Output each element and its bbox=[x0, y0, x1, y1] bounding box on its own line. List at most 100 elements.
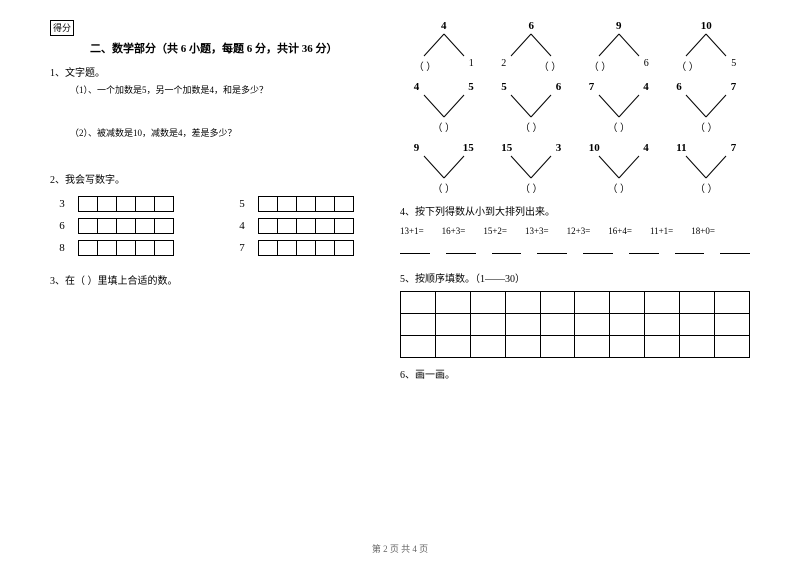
merge-right: 6 bbox=[556, 81, 562, 93]
split-tree: 6 2 （ ） bbox=[491, 20, 571, 73]
grid-cell bbox=[610, 292, 645, 314]
tree-top: 4 bbox=[404, 20, 484, 32]
write-cell bbox=[116, 196, 136, 212]
tree-right: 5 bbox=[731, 58, 736, 73]
write-cell bbox=[135, 240, 155, 256]
write-cell bbox=[116, 218, 136, 234]
write-cell bbox=[315, 196, 335, 212]
write-cell bbox=[97, 218, 117, 234]
tree-left: 2 bbox=[501, 58, 506, 73]
merge-right: 5 bbox=[468, 81, 474, 93]
equation: 16+3= bbox=[442, 224, 466, 238]
write-cell bbox=[154, 196, 174, 212]
equation: 18+0= bbox=[691, 224, 715, 238]
grid-cell bbox=[610, 314, 645, 336]
grid-cell bbox=[505, 314, 540, 336]
write-cell bbox=[315, 218, 335, 234]
merge-left: 7 bbox=[589, 81, 595, 93]
split-tree: 4 （ ） 1 bbox=[404, 20, 484, 73]
q6-title: 6、画一画。 bbox=[400, 366, 750, 381]
grid-cell bbox=[645, 336, 680, 358]
row-lead: 4 bbox=[230, 220, 254, 232]
merge-left: 10 bbox=[589, 142, 600, 154]
merge-left: 6 bbox=[676, 81, 682, 93]
merge-bottom: （ ） bbox=[491, 180, 571, 195]
grid-cell bbox=[540, 336, 575, 358]
write-cell bbox=[135, 196, 155, 212]
tree-right: 1 bbox=[469, 58, 474, 73]
tree-branches-icon bbox=[589, 32, 649, 58]
merge-bottom: （ ） bbox=[404, 180, 484, 195]
write-cell bbox=[334, 240, 354, 256]
grid-cell bbox=[505, 336, 540, 358]
q5-title: 5、按顺序填数。（1——30） bbox=[400, 270, 750, 285]
grid-cell bbox=[470, 336, 505, 358]
grid-cell bbox=[470, 314, 505, 336]
grid-cell bbox=[435, 314, 470, 336]
merge-right: 4 bbox=[643, 81, 649, 93]
split-trees-row: 4 （ ） 1 6 2 （ ） 9 （ ） 6 10 bbox=[400, 20, 750, 73]
write-cell bbox=[277, 218, 297, 234]
merge-tree: 11 7 （ ） bbox=[666, 142, 746, 195]
grid-cell bbox=[645, 314, 680, 336]
section-title: 二、数学部分（共 6 小题，每题 6 分，共计 36 分） bbox=[90, 40, 370, 56]
tree-left: （ ） bbox=[589, 58, 612, 73]
write-cell bbox=[296, 240, 316, 256]
merge-bottom: （ ） bbox=[666, 119, 746, 134]
write-cell bbox=[334, 196, 354, 212]
merge-branches-icon bbox=[414, 93, 474, 119]
tree-top: 10 bbox=[666, 20, 746, 32]
tree-branches-icon bbox=[676, 32, 736, 58]
equation: 12+3= bbox=[567, 224, 591, 238]
write-cell bbox=[258, 240, 278, 256]
grid-cell bbox=[401, 336, 436, 358]
row-lead: 7 bbox=[230, 242, 254, 254]
grid-cell bbox=[715, 336, 750, 358]
merge-bottom: （ ） bbox=[404, 119, 484, 134]
merge-branches-icon bbox=[589, 93, 649, 119]
merge-bottom: （ ） bbox=[666, 180, 746, 195]
q1-title: 1、文字题。 bbox=[50, 64, 370, 79]
grid-cell bbox=[540, 292, 575, 314]
number-row: 6 bbox=[50, 218, 190, 234]
merge-branches-icon bbox=[676, 93, 736, 119]
grid-cell bbox=[435, 336, 470, 358]
grid-cell bbox=[505, 292, 540, 314]
write-cell bbox=[78, 218, 98, 234]
merge-right: 4 bbox=[643, 142, 649, 154]
equation: 16+4= bbox=[608, 224, 632, 238]
number-row: 7 bbox=[230, 240, 370, 256]
tree-branches-icon bbox=[501, 32, 561, 58]
merge-branches-icon bbox=[501, 93, 561, 119]
grid-cell bbox=[401, 292, 436, 314]
write-cell bbox=[135, 218, 155, 234]
tree-right: 6 bbox=[644, 58, 649, 73]
q2-title: 2、我会写数字。 bbox=[50, 171, 370, 186]
merge-right: 15 bbox=[463, 142, 474, 154]
equation: 11+1= bbox=[650, 224, 673, 238]
tree-top: 6 bbox=[491, 20, 571, 32]
grid-cell bbox=[470, 292, 505, 314]
merge-tree: 9 15 （ ） bbox=[404, 142, 484, 195]
write-cell bbox=[277, 196, 297, 212]
page-footer: 第 2 页 共 4 页 bbox=[0, 542, 800, 555]
equation: 15+2= bbox=[483, 224, 507, 238]
grid-cell bbox=[575, 314, 610, 336]
tree-right: （ ） bbox=[539, 58, 562, 73]
number-row: 8 bbox=[50, 240, 190, 256]
merge-left: 9 bbox=[414, 142, 420, 154]
write-cell bbox=[78, 240, 98, 256]
grid-cell bbox=[645, 292, 680, 314]
split-tree: 10 （ ） 5 bbox=[666, 20, 746, 73]
row-lead: 6 bbox=[50, 220, 74, 232]
merge-left: 4 bbox=[414, 81, 420, 93]
merge-tree: 5 6 （ ） bbox=[491, 81, 571, 134]
number-row: 3 bbox=[50, 196, 190, 212]
q3-title: 3、在（ ）里填上合适的数。 bbox=[50, 272, 370, 287]
write-cell bbox=[277, 240, 297, 256]
tree-left: （ ） bbox=[676, 58, 699, 73]
merge-branches-icon bbox=[414, 154, 474, 180]
q1-sub1: （1）、一个加数是5，另一个加数是4，和是多少？ bbox=[70, 83, 370, 96]
tree-branches-icon bbox=[414, 32, 474, 58]
grid-cell bbox=[715, 292, 750, 314]
